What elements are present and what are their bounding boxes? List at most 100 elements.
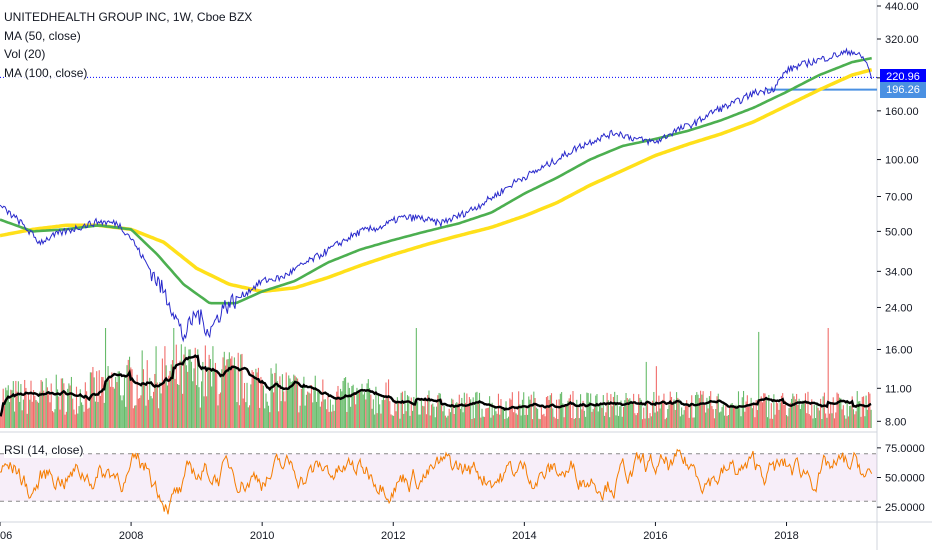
volume-bar xyxy=(564,405,566,428)
volume-bar xyxy=(77,413,79,428)
volume-bar xyxy=(413,396,415,428)
volume-bar xyxy=(793,396,795,428)
volume-bar xyxy=(650,416,652,428)
volume-bar xyxy=(53,412,55,428)
volume-bar xyxy=(175,344,177,428)
volume-bar xyxy=(288,375,290,428)
volume-bar xyxy=(305,394,307,428)
volume-bar xyxy=(45,378,47,428)
volume-bar xyxy=(708,396,710,428)
volume-bar xyxy=(844,415,846,428)
volume-bar xyxy=(636,412,638,428)
volume-bar xyxy=(275,363,277,428)
volume-bar xyxy=(711,406,713,428)
volume-bar xyxy=(640,399,642,428)
volume-bar xyxy=(524,414,526,428)
volume-bar xyxy=(281,374,283,428)
volume-bar xyxy=(692,417,694,428)
volume-bar xyxy=(722,404,724,428)
volume-bar xyxy=(265,393,267,428)
volume-bar xyxy=(830,402,832,428)
volume-bar xyxy=(659,408,661,428)
volume-bar xyxy=(495,411,497,428)
volume-bar xyxy=(328,411,330,428)
volume-bar xyxy=(88,407,90,428)
volume-bar xyxy=(452,399,454,428)
legend-rsi[interactable]: RSI (14, close) xyxy=(4,442,84,458)
volume-bar xyxy=(399,418,401,428)
volume-bar xyxy=(658,395,660,428)
volume-bar xyxy=(136,374,138,428)
volume-bar xyxy=(295,377,297,428)
volume-bar xyxy=(169,370,171,428)
volume-bar xyxy=(44,395,46,428)
volume-bar xyxy=(772,418,774,428)
rsi-line xyxy=(0,448,873,515)
volume-bar xyxy=(707,408,709,428)
volume-bar xyxy=(686,400,688,428)
volume-bar xyxy=(384,400,386,428)
volume-bar xyxy=(778,409,780,428)
volume-bar xyxy=(36,401,38,428)
volume-bar xyxy=(817,407,819,428)
volume-bar xyxy=(385,382,387,428)
volume-bar xyxy=(173,328,175,428)
volume-bar xyxy=(41,381,43,428)
volume-bar xyxy=(430,404,433,428)
volume-bar xyxy=(293,374,295,428)
volume-bar xyxy=(238,405,241,428)
volume-bar xyxy=(213,370,215,428)
volume-bar xyxy=(741,397,743,428)
volume-bar xyxy=(859,400,861,428)
time-tick-label-3: 2012 xyxy=(381,530,405,542)
volume-bar xyxy=(254,377,256,428)
volume-bar xyxy=(605,412,607,428)
volume-bar xyxy=(418,414,420,428)
volume-bar xyxy=(146,360,148,428)
legend-ma50[interactable]: MA (50, close) xyxy=(4,28,81,44)
volume-bar xyxy=(362,394,364,428)
volume-bar xyxy=(82,404,84,428)
volume-bar xyxy=(736,405,738,428)
volume-bar xyxy=(780,395,782,428)
volume-bar xyxy=(333,410,335,428)
volume-bar xyxy=(716,396,718,428)
price-tick-label-10: 11.00 xyxy=(885,383,912,395)
volume-bar xyxy=(187,371,189,428)
volume-bar xyxy=(482,416,484,428)
volume-bar xyxy=(846,400,848,428)
volume-bar xyxy=(639,397,641,428)
legend-vol[interactable]: Vol (20) xyxy=(4,46,46,62)
volume-bar xyxy=(126,365,128,428)
volume-bar xyxy=(765,397,767,428)
volume-bar xyxy=(653,391,655,428)
volume-bar xyxy=(561,392,563,428)
volume-bar xyxy=(38,402,40,428)
volume-bar xyxy=(55,374,57,428)
volume-bar xyxy=(585,416,587,428)
volume-bar xyxy=(788,408,790,428)
volume-bar xyxy=(251,370,253,428)
support-price-tag: 196.26 xyxy=(880,81,926,98)
volume-bar xyxy=(409,415,411,428)
volume-bar xyxy=(342,380,344,428)
volume-bar xyxy=(400,392,402,428)
volume-bar xyxy=(278,411,280,428)
volume-bar xyxy=(768,395,770,428)
volume-bar xyxy=(689,402,692,428)
volume-bar xyxy=(108,379,110,428)
volume-bar xyxy=(601,407,603,428)
time-tick-label-2: 2010 xyxy=(250,530,274,542)
volume-bar xyxy=(597,411,599,428)
volume-bar xyxy=(188,349,190,428)
price-tick-label-0: 440.00 xyxy=(885,1,919,13)
volume-bar xyxy=(528,396,530,428)
volume-bar xyxy=(496,413,498,428)
volume-bar xyxy=(523,392,525,428)
volume-bar xyxy=(56,389,59,428)
volume-bar xyxy=(54,409,56,428)
legend-ma100[interactable]: MA (100, close) xyxy=(4,65,88,81)
volume-bar xyxy=(327,396,329,428)
